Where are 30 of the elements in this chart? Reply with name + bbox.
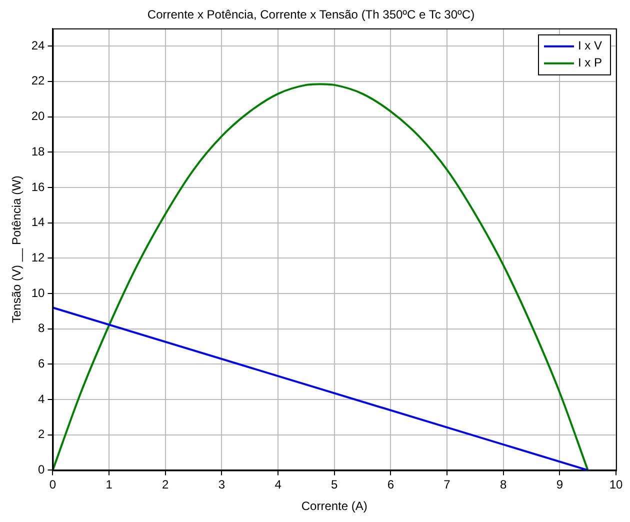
x-tick-label: 9 — [556, 478, 564, 492]
legend-label: I x P — [578, 56, 602, 70]
y-tick-label: 8 — [38, 321, 46, 336]
y-axis-title: Tensão (V) __ Potência (W) — [10, 176, 24, 324]
x-tick-label: 4 — [274, 478, 282, 492]
x-tick-label: 3 — [218, 478, 226, 492]
y-tick-label: 10 — [31, 286, 46, 300]
x-tick-label: 5 — [331, 478, 338, 492]
x-tick-label: 0 — [49, 478, 56, 492]
x-tick-label: 7 — [444, 478, 451, 492]
y-tick-label: 20 — [31, 109, 46, 124]
y-tick-label: 2 — [38, 427, 46, 442]
y-tick-label: 18 — [31, 144, 46, 158]
x-tick-label: 10 — [609, 478, 623, 492]
line-series — [52, 83, 589, 470]
x-tick-label: 1 — [106, 478, 113, 492]
y-tick-label: 0 — [38, 462, 46, 477]
legend-label: I x V — [578, 38, 602, 53]
x-tick-label: 2 — [162, 478, 170, 492]
y-tick-label: 14 — [31, 215, 46, 230]
y-tick-label: 12 — [31, 250, 46, 264]
y-tick-label: 24 — [31, 38, 46, 52]
x-tick-label: 6 — [387, 478, 394, 492]
x-tick-label: 8 — [500, 478, 508, 492]
chart-title: Corrente x Potência, Corrente x Tensão (Th 350ºC e Tc 30ºC) — [147, 8, 475, 22]
x-axis-title: Corrente (A) — [301, 499, 368, 514]
y-tick-label: 22 — [31, 74, 46, 88]
y-tick-label: 6 — [38, 356, 46, 370]
y-tick-label: 4 — [38, 392, 46, 406]
y-tick-label: 16 — [31, 180, 46, 194]
